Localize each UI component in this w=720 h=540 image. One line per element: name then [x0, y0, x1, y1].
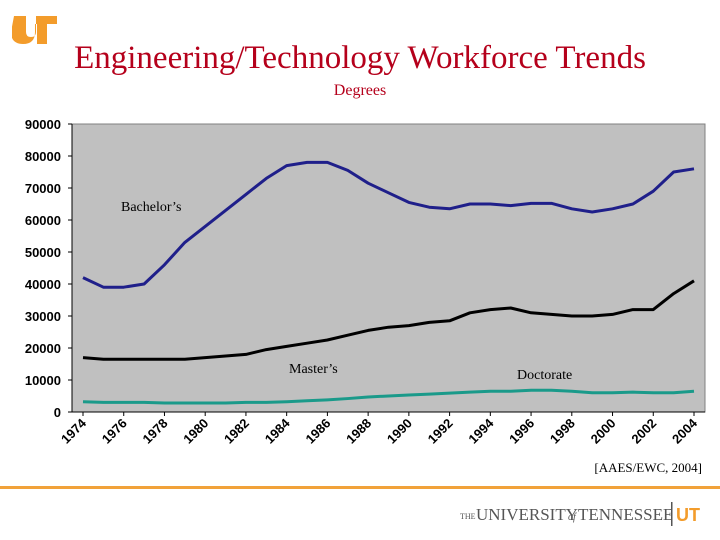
- x-tick-label: 1998: [547, 416, 578, 447]
- ut-logo-icon: [12, 16, 57, 44]
- ut-logo-shape: [12, 16, 57, 44]
- y-tick-label: 20000: [25, 341, 61, 356]
- y-tick-label: 10000: [25, 373, 61, 388]
- y-tick-label: 80000: [25, 149, 61, 164]
- x-tick-label: 1996: [506, 416, 537, 447]
- page-title: Engineering/Technology Workforce Trends: [74, 40, 646, 76]
- y-tick-label: 70000: [25, 181, 61, 196]
- y-tick-label: 30000: [25, 309, 61, 324]
- x-tick-label: 2004: [669, 415, 701, 447]
- y-tick-label: 0: [54, 405, 61, 420]
- source-citation: [AAES/EWC, 2004]: [594, 460, 702, 475]
- x-tick-label: 1982: [221, 416, 252, 447]
- logo-separator: [671, 502, 673, 526]
- x-tick-label: 1994: [465, 415, 497, 447]
- logo-of: of: [568, 512, 577, 523]
- series-annotation: Doctorate: [517, 368, 572, 383]
- x-tick-label: 1976: [99, 416, 130, 447]
- x-tick-label: 1988: [343, 416, 374, 447]
- logo-tennessee: TENNESSEE: [578, 505, 673, 524]
- footer-divider: [0, 486, 720, 489]
- x-tick-label: 2000: [588, 416, 619, 447]
- series-line-3: [82, 388, 695, 405]
- series-line-1: [82, 160, 695, 289]
- line-chart: 0 10000 20000 30000 40000 50000 60000 70000 8000…: [25, 117, 706, 447]
- x-tick-label: 1978: [140, 416, 171, 447]
- plot-area: [71, 123, 706, 413]
- series-line-2: [82, 279, 695, 361]
- x-tick-label: 2002: [628, 416, 659, 447]
- series-annotation: Bachelor’s: [121, 200, 181, 215]
- chart-subtitle: Degrees: [333, 82, 387, 99]
- y-tick-label: 90000: [25, 117, 61, 132]
- x-tick-label: 1986: [302, 416, 333, 447]
- y-tick-label: 40000: [25, 277, 61, 292]
- logo-university: UNIVERSITY: [476, 505, 578, 524]
- logo-the: THE: [460, 512, 476, 521]
- x-tick-label: 1984: [262, 415, 294, 447]
- y-tick-label: 60000: [25, 213, 61, 228]
- series-annotation: Master’s: [289, 362, 338, 377]
- x-tick-label: 1992: [425, 416, 456, 447]
- x-tick-label: 1990: [384, 416, 415, 447]
- x-tick-label: 1974: [58, 415, 90, 447]
- logo-ut-mark: UT: [676, 505, 700, 525]
- x-tick-label: 1980: [180, 416, 211, 447]
- university-of-tennessee-logo-icon: THE UNIVERSITY of TENNESSEE UT: [460, 502, 700, 526]
- y-tick-label: 50000: [25, 245, 61, 260]
